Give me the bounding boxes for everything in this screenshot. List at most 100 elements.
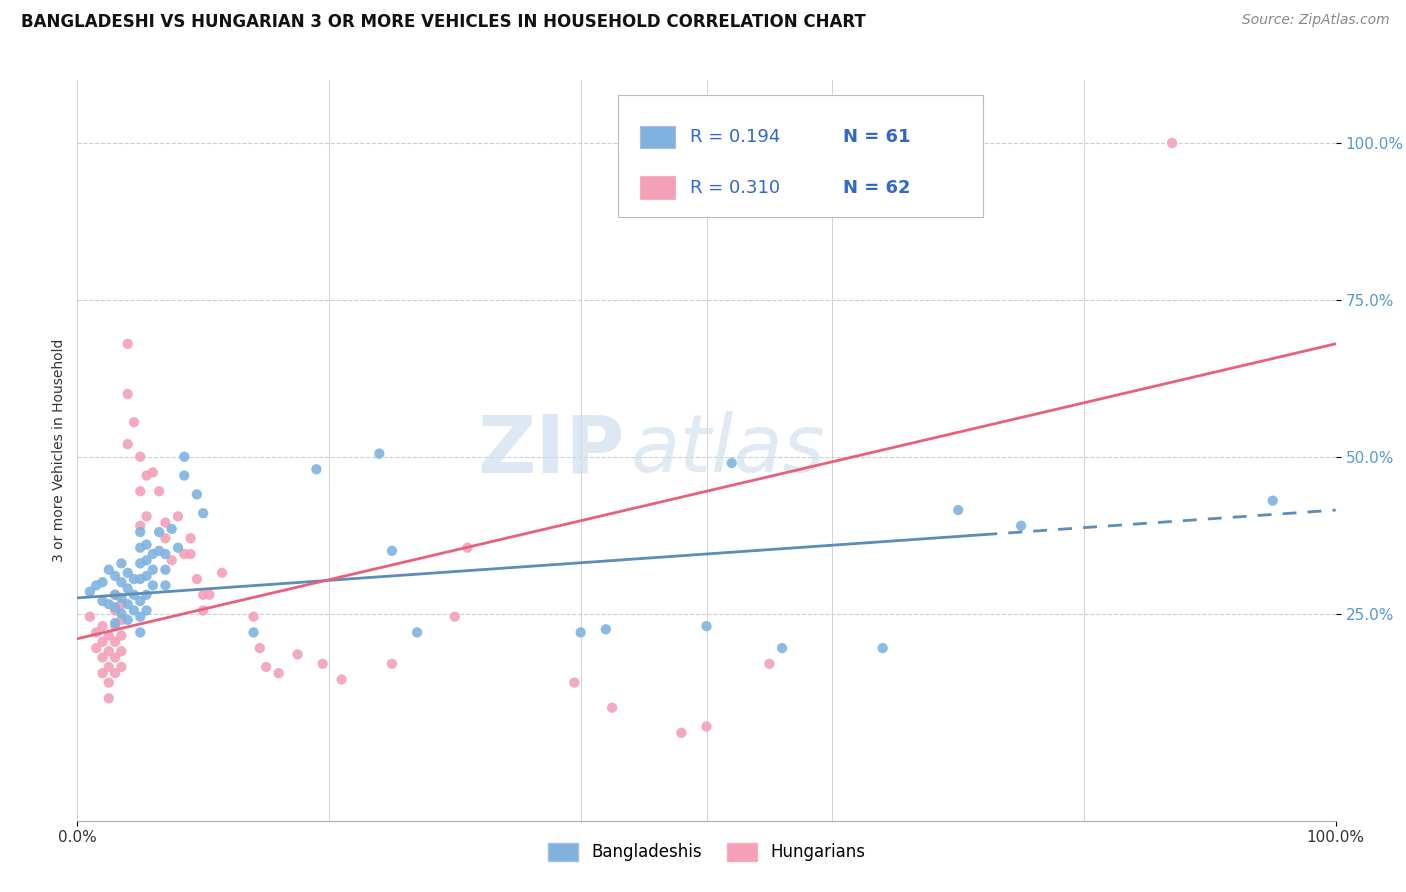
- Point: [129, 572, 152, 586]
- Point: [110, 557, 132, 571]
- Point: [155, 578, 177, 592]
- Point: [173, 468, 195, 483]
- Point: [122, 572, 145, 586]
- Point: [148, 524, 170, 539]
- Text: R = 0.310: R = 0.310: [690, 178, 780, 197]
- Point: [180, 531, 202, 545]
- Point: [948, 503, 970, 517]
- Point: [173, 547, 195, 561]
- Point: [135, 553, 157, 567]
- Point: [720, 456, 742, 470]
- Point: [91, 594, 114, 608]
- Point: [117, 437, 139, 451]
- Point: [267, 666, 290, 681]
- Point: [129, 524, 152, 539]
- Point: [254, 660, 277, 674]
- Point: [191, 603, 215, 617]
- Point: [110, 597, 132, 611]
- Point: [91, 666, 114, 681]
- Point: [122, 588, 145, 602]
- Point: [368, 447, 391, 461]
- Point: [97, 597, 120, 611]
- Text: atlas: atlas: [631, 411, 825, 490]
- Point: [595, 622, 617, 636]
- Point: [167, 541, 190, 555]
- Point: [91, 619, 114, 633]
- Point: [110, 575, 132, 590]
- Point: [104, 615, 127, 630]
- Point: [129, 484, 152, 499]
- Text: Source: ZipAtlas.com: Source: ZipAtlas.com: [1241, 13, 1389, 28]
- Point: [1161, 136, 1184, 150]
- Point: [97, 629, 120, 643]
- Point: [104, 588, 127, 602]
- Point: [242, 625, 264, 640]
- Point: [104, 619, 127, 633]
- Point: [406, 625, 429, 640]
- Point: [155, 563, 177, 577]
- Point: [84, 641, 107, 656]
- Point: [110, 591, 132, 605]
- Point: [97, 644, 120, 658]
- Point: [129, 625, 152, 640]
- FancyBboxPatch shape: [640, 126, 675, 148]
- Point: [142, 578, 165, 592]
- Text: N = 61: N = 61: [844, 128, 911, 146]
- Point: [104, 588, 127, 602]
- Point: [110, 644, 132, 658]
- Point: [160, 522, 183, 536]
- Point: [135, 603, 157, 617]
- Point: [129, 609, 152, 624]
- Point: [155, 547, 177, 561]
- Point: [148, 484, 170, 499]
- Text: N = 62: N = 62: [844, 178, 911, 197]
- Point: [671, 726, 693, 740]
- Point: [696, 619, 718, 633]
- Point: [198, 588, 221, 602]
- Point: [696, 719, 718, 733]
- Point: [117, 566, 139, 580]
- Point: [330, 673, 353, 687]
- Point: [142, 563, 165, 577]
- Point: [135, 569, 157, 583]
- Point: [456, 541, 478, 555]
- Point: [148, 544, 170, 558]
- Point: [104, 569, 127, 583]
- Text: ZIP: ZIP: [478, 411, 624, 490]
- Point: [110, 607, 132, 621]
- Point: [129, 518, 152, 533]
- Point: [129, 557, 152, 571]
- Point: [564, 675, 586, 690]
- Point: [135, 538, 157, 552]
- Point: [91, 635, 114, 649]
- Point: [97, 675, 120, 690]
- Point: [173, 450, 195, 464]
- Point: [84, 578, 107, 592]
- Point: [569, 625, 592, 640]
- FancyBboxPatch shape: [640, 176, 675, 199]
- Point: [1010, 518, 1032, 533]
- Point: [110, 660, 132, 674]
- Point: [97, 691, 120, 706]
- Point: [758, 657, 780, 671]
- Text: BANGLADESHI VS HUNGARIAN 3 OR MORE VEHICLES IN HOUSEHOLD CORRELATION CHART: BANGLADESHI VS HUNGARIAN 3 OR MORE VEHIC…: [21, 13, 866, 31]
- Point: [142, 547, 165, 561]
- Point: [135, 509, 157, 524]
- Point: [129, 541, 152, 555]
- Legend: Bangladeshis, Hungarians: Bangladeshis, Hungarians: [541, 836, 872, 868]
- Point: [84, 625, 107, 640]
- Point: [160, 553, 183, 567]
- Point: [79, 609, 101, 624]
- Point: [142, 466, 165, 480]
- Point: [91, 650, 114, 665]
- Point: [117, 336, 139, 351]
- Point: [110, 629, 132, 643]
- Point: [97, 563, 120, 577]
- Point: [104, 650, 127, 665]
- Point: [117, 387, 139, 401]
- Point: [104, 603, 127, 617]
- Point: [167, 509, 190, 524]
- Point: [97, 660, 120, 674]
- Point: [129, 594, 152, 608]
- Point: [135, 588, 157, 602]
